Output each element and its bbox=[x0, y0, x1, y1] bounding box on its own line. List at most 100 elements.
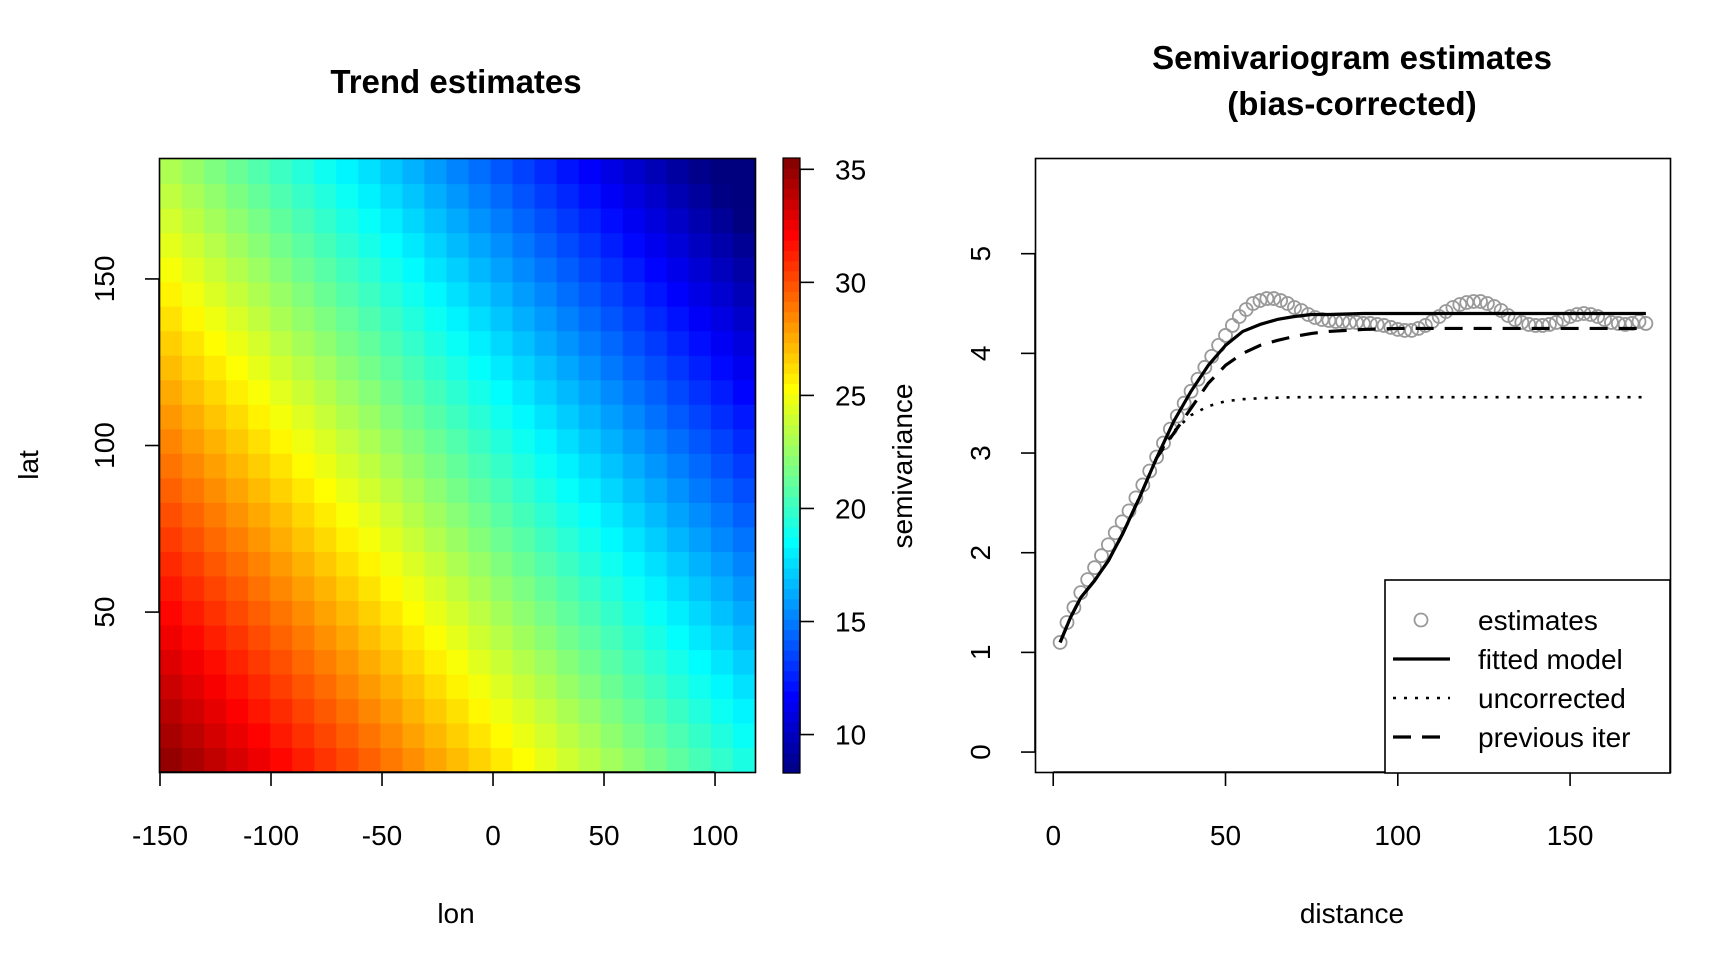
heatmap-cell bbox=[644, 575, 668, 601]
heatmap-cell bbox=[160, 379, 183, 405]
heatmap-cell bbox=[358, 673, 381, 700]
heatmap-cell bbox=[468, 673, 492, 700]
heatmap-cell bbox=[160, 600, 183, 626]
heatmap-cell bbox=[402, 649, 426, 675]
heatmap-cell bbox=[380, 698, 404, 724]
heatmap-cell bbox=[556, 232, 580, 258]
heatmap-cell bbox=[270, 281, 293, 307]
heatmap-cell bbox=[402, 232, 426, 258]
heatmap-cell bbox=[424, 722, 448, 749]
heatmap-cell bbox=[446, 183, 470, 209]
heatmap-cell bbox=[534, 306, 558, 332]
heatmap-cell bbox=[666, 600, 690, 626]
colorbar-segment bbox=[783, 168, 800, 180]
heatmap-cell bbox=[468, 232, 492, 258]
heatmap-cell bbox=[468, 551, 492, 577]
heatmap-cell bbox=[644, 257, 668, 283]
heatmap-cell bbox=[446, 159, 470, 185]
heatmap-cell bbox=[622, 306, 646, 332]
heatmap-cell bbox=[666, 208, 690, 234]
colorbar-segment bbox=[783, 363, 800, 374]
heatmap-cell bbox=[578, 722, 602, 749]
heatmap-cell bbox=[292, 477, 315, 503]
heatmap-cell bbox=[446, 526, 470, 552]
heatmap-cell bbox=[710, 306, 734, 332]
colorbar-segment bbox=[783, 670, 800, 682]
heatmap-cell bbox=[270, 453, 293, 479]
heatmap-cell bbox=[182, 747, 205, 773]
heatmap-cell bbox=[710, 159, 734, 185]
heatmap-cell bbox=[556, 355, 580, 381]
heatmap-cell bbox=[622, 624, 646, 650]
heatmap-cell bbox=[358, 159, 381, 185]
heatmap-cell bbox=[512, 477, 536, 503]
heatmap-cell bbox=[358, 428, 381, 454]
heatmap-cell bbox=[732, 257, 756, 283]
colorbar-segment bbox=[783, 578, 800, 590]
heatmap-cell bbox=[688, 649, 712, 675]
heatmap-cell bbox=[490, 649, 514, 675]
colorbar-segment bbox=[783, 742, 800, 754]
heatmap-cell bbox=[446, 575, 470, 601]
heatmap-cell bbox=[578, 600, 602, 626]
heatmap-cell bbox=[292, 453, 315, 479]
heatmap-x-axis: -150 -100 -50 0 50 100 bbox=[132, 771, 738, 851]
heatmap-cell bbox=[468, 257, 492, 283]
heatmap-cell bbox=[204, 747, 227, 773]
heatmap-cell bbox=[534, 624, 558, 650]
semivariogram-x-tick-label: 50 bbox=[1210, 820, 1241, 851]
heatmap-cell bbox=[666, 747, 690, 773]
colorbar-segment bbox=[783, 475, 800, 487]
heatmap-cell bbox=[710, 257, 734, 283]
colorbar-segment bbox=[783, 721, 800, 733]
heatmap-cell bbox=[314, 306, 337, 332]
heatmap-cell bbox=[688, 379, 712, 405]
heatmap-cell bbox=[622, 477, 646, 503]
heatmap-x-tick-label: -50 bbox=[362, 820, 402, 851]
colorbar-segment bbox=[783, 404, 800, 415]
estimate-point bbox=[1087, 560, 1102, 576]
heatmap-cell bbox=[358, 330, 381, 356]
legend-box bbox=[1384, 579, 1671, 774]
heatmap-cell bbox=[204, 453, 227, 479]
heatmap-cell bbox=[314, 747, 337, 773]
heatmap-cell bbox=[578, 649, 602, 675]
heatmap-cell bbox=[512, 306, 536, 332]
heatmap-cell bbox=[380, 453, 404, 479]
heatmap-y-label: lat bbox=[13, 450, 44, 480]
heatmap-cell bbox=[534, 747, 558, 773]
colorbar-segment bbox=[783, 281, 800, 292]
heatmap-cell bbox=[424, 453, 448, 479]
heatmap-cell bbox=[490, 355, 514, 381]
heatmap-cell bbox=[380, 526, 404, 552]
heatmap-cell bbox=[380, 502, 404, 528]
heatmap-cell bbox=[644, 453, 668, 479]
estimate-point bbox=[1218, 328, 1233, 343]
heatmap-cell bbox=[292, 747, 315, 773]
heatmap-cell bbox=[226, 624, 249, 650]
heatmap-cell bbox=[622, 379, 646, 405]
heatmap-cell bbox=[358, 306, 381, 332]
heatmap-cell bbox=[688, 698, 712, 724]
heatmap-cell bbox=[732, 428, 756, 454]
heatmap-cell bbox=[204, 306, 227, 332]
heatmap-cell bbox=[468, 722, 492, 749]
heatmap-cell bbox=[512, 355, 536, 381]
heatmap-cell bbox=[490, 306, 514, 332]
heatmap-cell bbox=[666, 428, 690, 454]
semivariogram-title-line-2: (bias-corrected) bbox=[1227, 85, 1476, 122]
heatmap-cell bbox=[336, 453, 359, 479]
heatmap-cell bbox=[358, 379, 381, 405]
heatmap-cell bbox=[732, 453, 756, 479]
heatmap-cell bbox=[512, 649, 536, 675]
colorbar-segment bbox=[783, 691, 800, 702]
heatmap-cell bbox=[534, 232, 558, 258]
heatmap-cell bbox=[204, 379, 227, 405]
heatmap-cell bbox=[622, 698, 646, 724]
heatmap-cell bbox=[248, 747, 271, 773]
heatmap-cell bbox=[424, 551, 448, 577]
heatmap-cell bbox=[270, 257, 293, 283]
heatmap-cell bbox=[358, 722, 381, 749]
heatmap-cell bbox=[622, 281, 646, 307]
heatmap-cell bbox=[424, 379, 448, 405]
